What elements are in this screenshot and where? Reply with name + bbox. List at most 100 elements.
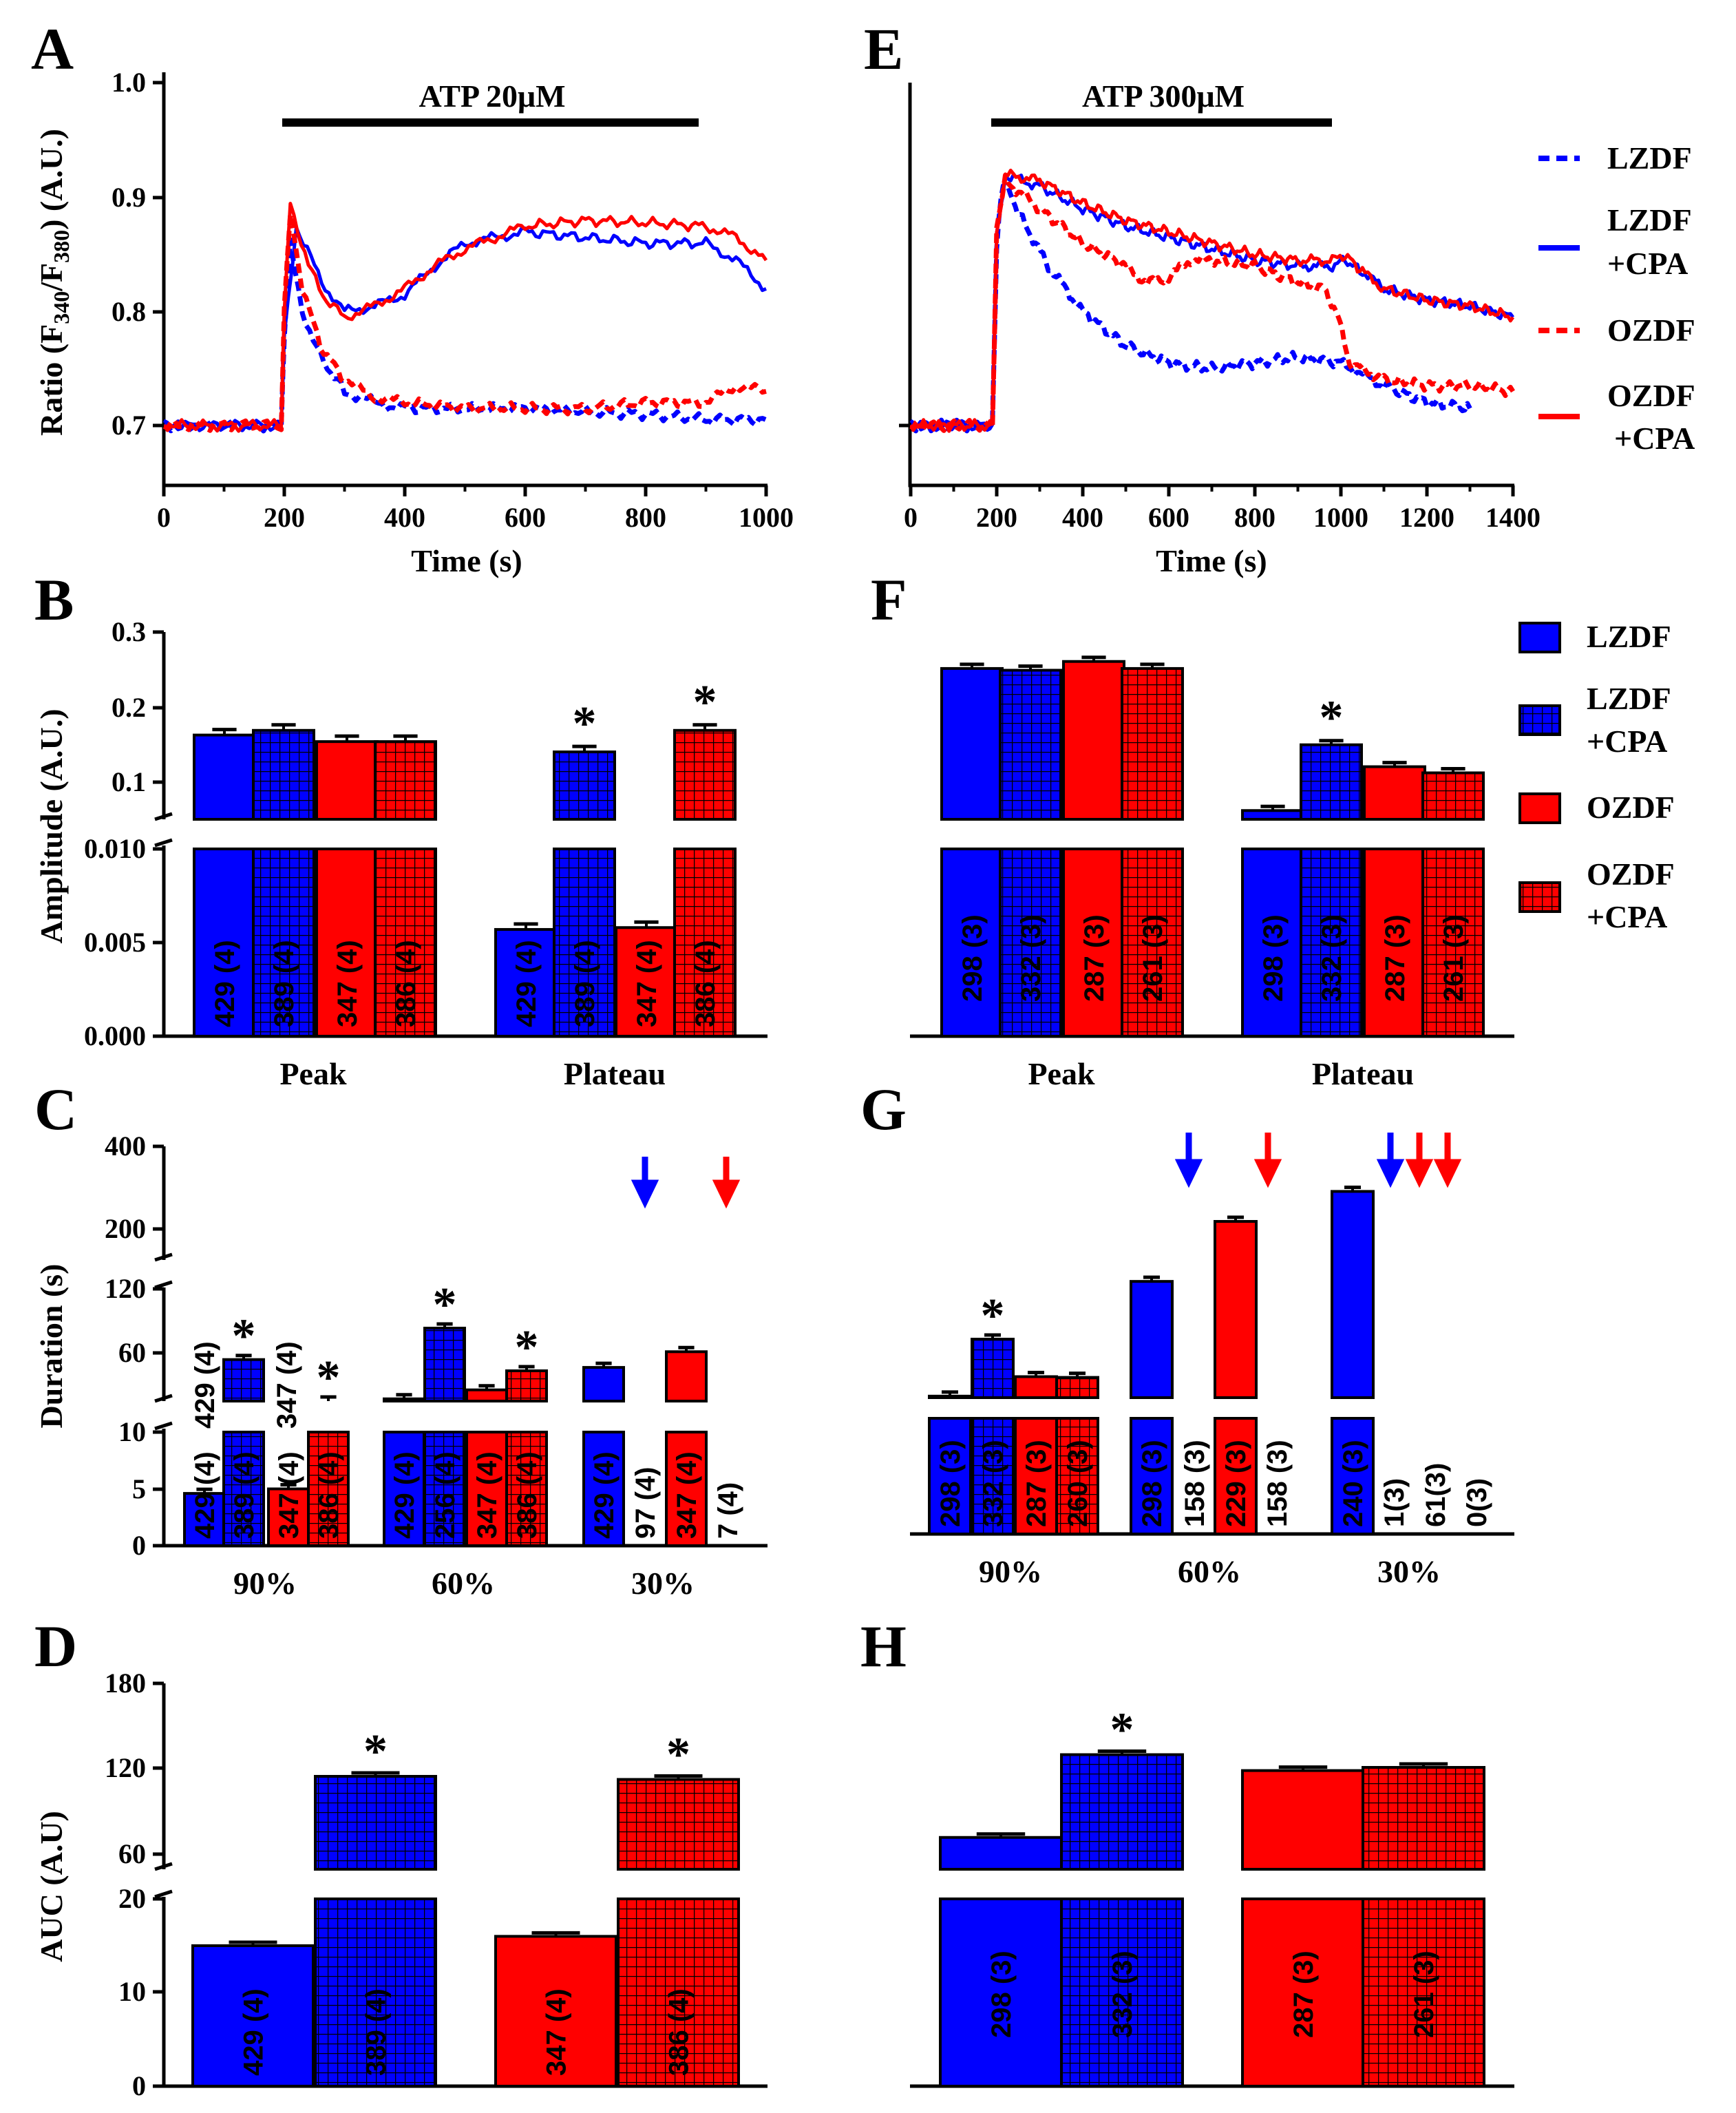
- bar-legend: LZDF LZDF +CPA OZDF OZDF +CPA: [1518, 619, 1675, 934]
- a-xtick: 1000: [739, 502, 794, 533]
- bar-lzdf-cpa: [423, 1327, 466, 1403]
- bar-lzdf-cpa: [971, 1338, 1015, 1400]
- panel-letter-c: C: [34, 1076, 77, 1142]
- n-label: 229 (3): [1221, 1440, 1251, 1527]
- bar-lzdf-cpa: [999, 848, 1062, 1038]
- decay-arrow: [1376, 1133, 1405, 1188]
- line-legend: LZDF LZDF +CPA OZDF OZDF +CPA: [1538, 140, 1695, 456]
- bar-ozdf: [1214, 1417, 1258, 1535]
- trace-ozdf: [162, 212, 767, 433]
- bar-ozdf: [665, 1431, 708, 1547]
- bar-ozdf: [1014, 1375, 1058, 1399]
- g-cat-60: 60%: [1178, 1554, 1241, 1589]
- d-ytick: 20: [118, 1883, 146, 1914]
- panel-f-amplitude: 298 (3) 298 (3) 332 (3) * 332 (3) 287 (3) 287 …: [910, 655, 1514, 1091]
- bar-ozdf-cpa: [374, 848, 437, 1038]
- e-xtick: 200: [976, 502, 1017, 533]
- n-label: 332 (3): [978, 1440, 1008, 1527]
- b-ytick: 0.2: [112, 692, 146, 723]
- bar-ozdf-cpa: [617, 1898, 740, 2088]
- n-label: 298 (3): [935, 1440, 966, 1527]
- trace-ozdf: [909, 172, 1515, 433]
- bar-lzdf-cpa: [252, 848, 315, 1038]
- bar-lzdf: [940, 666, 1004, 821]
- bar-lzdf-cpa: [314, 1775, 437, 1871]
- a-ytick: 0.8: [112, 296, 146, 327]
- n-label: 287 (3): [1079, 914, 1110, 1002]
- panel-letter-b: B: [34, 567, 74, 633]
- bar-lzdf: [928, 1394, 972, 1399]
- a-xtick: 0: [157, 502, 171, 533]
- stimulus-label-a: ATP 20μM: [419, 78, 565, 114]
- bar-ozdf-cpa: [1055, 1376, 1099, 1399]
- n-label: 1(3): [1379, 1478, 1410, 1527]
- bar-ozdf: [1363, 848, 1426, 1038]
- n-label: 389 (4): [361, 1988, 392, 2076]
- bar-lzdf: [193, 733, 256, 821]
- legend-ozdf-cpa-2: +CPA: [1614, 421, 1695, 456]
- n-label: 256 (4): [430, 1451, 461, 1539]
- panel-letter-h: H: [860, 1613, 907, 1679]
- significance-star: *: [666, 1729, 690, 1782]
- n-label: 261 (3): [1138, 914, 1168, 1002]
- g-cat-90: 90%: [979, 1554, 1042, 1589]
- a-ytick: 0.9: [112, 182, 146, 213]
- bar-lzdf-cpa: [1300, 848, 1363, 1038]
- bar-ozdf-cpa: [1421, 848, 1485, 1038]
- bar-lzdf: [1241, 809, 1304, 821]
- n-label: 386 (4): [512, 1451, 542, 1539]
- trace-ozdf-cpa: [909, 169, 1515, 433]
- panel-letter-d: D: [34, 1613, 77, 1679]
- significance-star: *: [515, 1321, 539, 1374]
- b-ytick: 0.3: [112, 616, 146, 647]
- decay-arrow: [1174, 1133, 1203, 1188]
- trace-ozdf-cpa: [162, 202, 768, 433]
- legend-lzdf: LZDF: [1607, 140, 1692, 176]
- significance-star: *: [693, 676, 717, 729]
- d-ytick: 120: [105, 1752, 146, 1783]
- bar-ozdf: [1241, 1769, 1365, 1871]
- n-label: 347 (4): [332, 940, 363, 1027]
- decay-arrow: [712, 1157, 741, 1209]
- bar-ozdf-cpa: [374, 740, 437, 821]
- legend-ozdf: OZDF: [1607, 313, 1695, 348]
- bar-ozdf: [1214, 1220, 1258, 1399]
- d-ylabel: AUC (A.U): [34, 1811, 69, 1962]
- bar-lzdf-cpa: [553, 848, 616, 1038]
- n-label: 261 (3): [1409, 1951, 1439, 2038]
- bar-lzdf-cpa: [252, 728, 315, 821]
- c-cat-90: 90%: [233, 1566, 297, 1601]
- bar-ozdf: [267, 1487, 310, 1547]
- bar-lzdf: [939, 1836, 1063, 1871]
- n-label: 429 (4): [390, 1451, 420, 1539]
- e-xtick: 600: [1148, 502, 1189, 533]
- e-xtick: 400: [1062, 502, 1103, 533]
- e-xtick: 1400: [1485, 502, 1541, 533]
- d-ytick: 10: [118, 1976, 146, 2007]
- n-label: 347 (4): [472, 1451, 502, 1539]
- bar-ozdf-cpa: [1362, 1898, 1485, 2088]
- significance-star: *: [981, 1290, 1005, 1343]
- c-cat-60: 60%: [432, 1566, 495, 1601]
- bar-lzdf: [928, 1417, 972, 1535]
- n-label: 389 (4): [570, 940, 600, 1027]
- n-label: 287 (3): [1022, 1440, 1052, 1527]
- b-cat-peak: Peak: [279, 1056, 347, 1091]
- n-label: 260 (3): [1063, 1440, 1093, 1527]
- n-label: 347 (4): [272, 1341, 302, 1429]
- e-xtick: 800: [1234, 502, 1275, 533]
- b-ytick: 0.010: [84, 833, 146, 864]
- bar-lzdf-cpa: [553, 750, 616, 821]
- e-xlabel: Time (s): [1156, 543, 1267, 578]
- panel-letter-g: G: [860, 1076, 907, 1142]
- bar-ozdf-cpa: [1121, 848, 1184, 1038]
- a-xtick: 800: [625, 502, 666, 533]
- a-ytick: 1.0: [112, 67, 146, 98]
- stimulus-label-e: ATP 300μM: [1082, 78, 1245, 114]
- bar-ozdf: [465, 1388, 508, 1402]
- bar-ozdf: [1363, 765, 1426, 821]
- panel-letter-e: E: [864, 16, 903, 82]
- bar-lzdf: [939, 1898, 1063, 2088]
- c-ytick: 400: [105, 1131, 146, 1161]
- c-ytick: 120: [105, 1273, 146, 1304]
